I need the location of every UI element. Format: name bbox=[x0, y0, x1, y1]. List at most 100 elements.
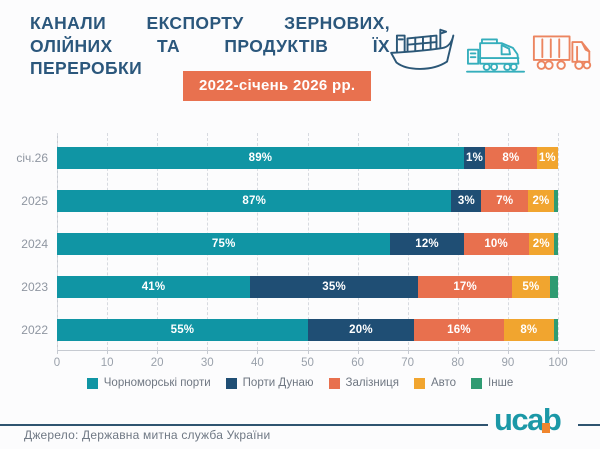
legend-label: Інше bbox=[488, 377, 514, 389]
x-tick-label: 90 bbox=[501, 357, 515, 369]
bar-segment-label: 16% bbox=[447, 324, 471, 336]
bar-segment-label: 75% bbox=[211, 238, 236, 250]
legend-swatch bbox=[413, 377, 425, 389]
logo-orange-square bbox=[542, 423, 550, 433]
x-tick-label: 30 bbox=[200, 357, 214, 369]
bar-segment-label: 3% bbox=[457, 195, 475, 207]
legend-swatch bbox=[86, 377, 98, 389]
bar-row: 2024 75% 12% 10% 2% bbox=[21, 233, 559, 255]
bar-segment-label: 1% bbox=[466, 152, 484, 164]
x-tick-label: 40 bbox=[250, 357, 264, 369]
x-tick-label: 50 bbox=[301, 357, 314, 369]
title-line-1: КАНАЛИ ЕКСПОРТУ ЗЕРНОВИХ, bbox=[30, 13, 390, 33]
axis-tick bbox=[558, 350, 559, 354]
x-tick-label: 60 bbox=[351, 357, 364, 369]
category-label: 2023 bbox=[21, 280, 48, 294]
gridline bbox=[558, 133, 559, 350]
bar-segment: 41% bbox=[57, 276, 250, 298]
bar-segment: 7% bbox=[481, 190, 529, 212]
category-label: 2025 bbox=[21, 194, 48, 208]
axis-tick bbox=[357, 350, 359, 354]
ship-icon bbox=[387, 23, 457, 77]
bar-row: 2025 87% 3% 7% 2% bbox=[21, 190, 558, 212]
bar-segment: 87% bbox=[57, 190, 452, 212]
x-tick-label: 100 bbox=[548, 357, 568, 369]
bar-segment-label: 20% bbox=[349, 324, 373, 336]
bar-segment bbox=[553, 190, 558, 212]
bar-segment-label: 2% bbox=[532, 238, 550, 250]
axis-tick bbox=[107, 350, 109, 354]
bar-row: 2022 55% 20% 16% 8% bbox=[21, 319, 558, 341]
bar-segment-label: 2% bbox=[532, 195, 550, 207]
page-title: КАНАЛИ ЕКСПОРТУ ЗЕРНОВИХ, ОЛІЙНИХ ТА ПРО… bbox=[30, 12, 390, 80]
bar-segment: 12% bbox=[390, 233, 464, 255]
bar-segment: 2% bbox=[528, 190, 554, 212]
legend-label: Чорноморські порти bbox=[103, 377, 211, 389]
axis-tick bbox=[407, 350, 409, 354]
ucab-logo-text: ucab bbox=[494, 402, 562, 437]
axis-tick bbox=[157, 350, 159, 354]
bar-segment: 5% bbox=[512, 276, 550, 298]
bar-segment: 75% bbox=[57, 233, 391, 255]
legend-item: Авто bbox=[413, 377, 457, 389]
bar-segment: 3% bbox=[451, 190, 482, 212]
legend-item: Залізниця bbox=[328, 377, 399, 389]
legend-label: Авто bbox=[430, 377, 457, 389]
x-tick-label: 70 bbox=[401, 357, 415, 369]
bar-segment-label: 1% bbox=[538, 152, 556, 164]
category-label: 2024 bbox=[21, 237, 48, 251]
x-tick-label: 80 bbox=[451, 357, 465, 369]
legend-item: Інше bbox=[471, 377, 513, 389]
period-badge: 2022-січень 2026 рр. bbox=[183, 71, 372, 101]
legend-swatch bbox=[225, 377, 237, 389]
bar-segment: 35% bbox=[250, 276, 419, 298]
bar-row: січ.26 89% 1% 8% 1% bbox=[16, 147, 559, 169]
footer-rule-right bbox=[578, 424, 600, 426]
axis-tick bbox=[207, 350, 209, 354]
bar-segment: 17% bbox=[418, 276, 513, 298]
legend-label: Порти Дунаю bbox=[242, 377, 314, 389]
bar-segment-label: 5% bbox=[522, 281, 540, 293]
bar-segment bbox=[549, 276, 558, 298]
bar-segment-label: 55% bbox=[170, 324, 195, 336]
bar-segment bbox=[553, 319, 558, 341]
legend-item: Порти Дунаю bbox=[225, 377, 314, 389]
legend-swatch bbox=[328, 377, 340, 389]
bar-row: 2023 41% 35% 17% 5% bbox=[21, 276, 558, 298]
bar-segment-label: 7% bbox=[496, 195, 514, 207]
legend-swatch bbox=[471, 377, 483, 389]
title-line-3: ПЕРЕРОБКИ bbox=[30, 58, 143, 78]
axis-tick bbox=[57, 350, 58, 354]
x-tick-label: 10 bbox=[100, 357, 114, 369]
bar-segment-label: 41% bbox=[141, 281, 166, 293]
bar-segment-label: 87% bbox=[242, 195, 267, 207]
bar-segment: 20% bbox=[307, 319, 415, 341]
axis-tick bbox=[307, 350, 309, 354]
bar-segment bbox=[553, 233, 559, 255]
ucab-logo: ucab bbox=[494, 402, 562, 437]
bar-segment: 8% bbox=[503, 319, 554, 341]
bar-segment: 1% bbox=[536, 147, 559, 169]
axis-tick bbox=[457, 350, 459, 354]
bar-segment: 1% bbox=[463, 147, 486, 169]
category-label: 2022 bbox=[21, 323, 48, 337]
x-tick-label: 0 bbox=[53, 357, 61, 369]
train-icon bbox=[466, 31, 526, 74]
bar-segment: 55% bbox=[57, 319, 308, 341]
bar-segment-label: 12% bbox=[415, 238, 439, 250]
stacked-bar-chart: 0 10 20 30 40 50 60 70 80 90 100 січ.26 89% 1% 8% 1% 202… bbox=[16, 133, 595, 369]
bar-segment-label: 35% bbox=[322, 281, 346, 293]
footer-rule-left bbox=[0, 424, 488, 426]
category-label: січ.26 bbox=[16, 151, 48, 165]
truck-icon bbox=[532, 28, 594, 75]
bar-segment: 89% bbox=[57, 147, 464, 169]
axis-tick bbox=[507, 350, 509, 354]
x-axis-line bbox=[57, 350, 595, 351]
bar-segment: 10% bbox=[463, 233, 529, 255]
bar-segment-label: 89% bbox=[248, 152, 273, 164]
legend-label: Залізниця bbox=[345, 377, 399, 389]
bar-segment-label: 8% bbox=[520, 324, 538, 336]
axis-tick bbox=[257, 350, 259, 354]
bar-segment: 8% bbox=[485, 147, 537, 169]
